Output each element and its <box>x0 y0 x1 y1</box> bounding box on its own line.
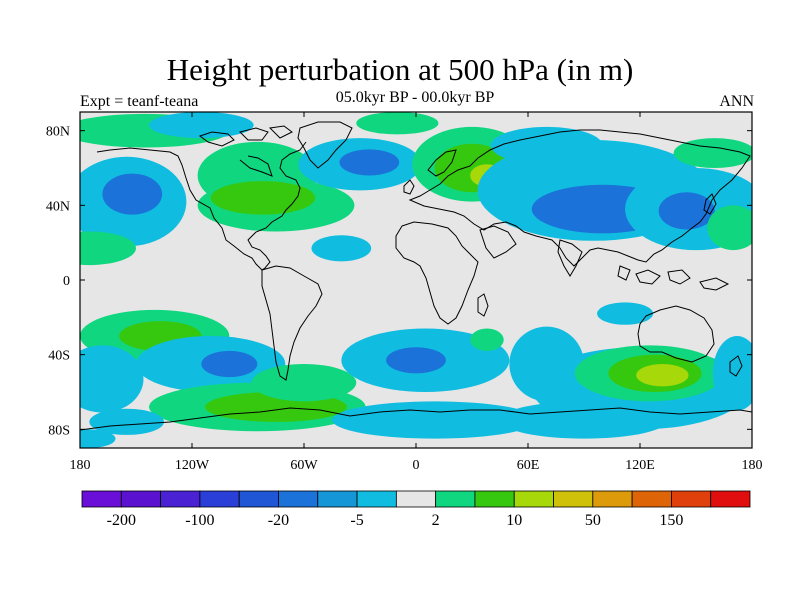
colorbar-swatch <box>356 490 397 508</box>
colorbar-swatch <box>317 490 358 508</box>
colorbar-swatch <box>435 490 476 508</box>
colorbar-swatch <box>395 490 437 508</box>
anomaly-region-41 <box>597 302 654 325</box>
anomaly-region-32 <box>386 347 446 374</box>
x-tick-label: 60E <box>517 458 540 473</box>
coastline-africa <box>395 221 479 325</box>
page-title: Height perturbation at 500 hPa (in m) <box>166 52 634 87</box>
anomaly-region-9 <box>339 149 400 176</box>
coastline-scandinavia <box>427 149 457 177</box>
anomaly-region-35 <box>332 401 538 439</box>
coastline-arctic-islands <box>198 125 293 147</box>
coastline-maritime-continent <box>617 265 730 291</box>
coastline-arabia <box>479 225 517 259</box>
x-tick-label: 180 <box>70 458 91 473</box>
y-tick-label: 80N <box>46 125 70 140</box>
colorbar-swatch <box>631 490 672 508</box>
coastline-greenland <box>297 121 353 169</box>
colorbar-label: 50 <box>585 512 601 529</box>
coastline-eurasia <box>408 129 751 267</box>
x-tick-label: 60W <box>290 458 318 473</box>
x-tick-label: 0 <box>413 458 420 473</box>
anomaly-region-10 <box>356 112 439 135</box>
colorbar-swatch <box>81 490 122 508</box>
colorbar-label: 2 <box>432 512 440 529</box>
anomaly-region-21 <box>311 235 372 262</box>
x-tick-label: 180 <box>742 458 763 473</box>
colorbar-swatch <box>120 490 161 508</box>
subtitle: 05.0kyr BP - 00.0kyr BP <box>335 89 495 106</box>
y-tick-label: 0 <box>63 274 70 289</box>
anomaly-region-26 <box>201 350 258 378</box>
anomaly-region-30 <box>89 408 164 435</box>
coastline-layer <box>80 121 752 431</box>
anomaly-region-43 <box>80 429 116 448</box>
season-label: ANN <box>719 93 754 110</box>
colorbar-swatch <box>160 490 201 508</box>
colorbar-swatch <box>278 490 319 508</box>
experiment-label: Expt = teanf-teana <box>80 93 199 110</box>
colorbar-label: -100 <box>185 512 214 529</box>
anomaly-region-40 <box>636 364 689 387</box>
coastline-madagascar <box>477 293 489 317</box>
colorbar-label: -20 <box>268 512 289 529</box>
anomaly-region-18 <box>658 192 715 230</box>
anomaly-region-2 <box>80 231 136 266</box>
anomaly-region-29 <box>251 364 357 402</box>
coastline-north-america <box>96 141 307 271</box>
anomaly-region-19 <box>673 138 752 168</box>
anomaly-region-4 <box>149 112 254 139</box>
anomaly-field-layer <box>80 112 752 448</box>
colorbar-swatch <box>592 490 633 508</box>
colorbar-swatch <box>710 490 751 508</box>
anomaly-region-33 <box>470 328 504 351</box>
colorbar-swatch <box>238 490 279 508</box>
coastline-hudson-bay <box>239 155 273 177</box>
anomaly-region-1 <box>102 173 163 215</box>
coastline-australia <box>637 305 715 363</box>
coastline-antarctica <box>80 407 752 431</box>
y-tick-label: 40N <box>46 199 70 214</box>
colorbar-label: -200 <box>107 512 136 529</box>
colorbar-swatch <box>474 490 515 508</box>
colorbar-swatch <box>553 490 594 508</box>
x-tick-label: 120W <box>175 458 210 473</box>
coastline-japan <box>703 193 717 215</box>
axis-ticks-layer: 180 120W 60W 0 60E 120E 180 80N 40N 0 40S 80S <box>46 112 763 473</box>
coastline-britain <box>403 179 415 195</box>
colorbar-label: -5 <box>350 512 363 529</box>
colorbar-swatch <box>199 490 240 508</box>
colorbar-label: 10 <box>506 512 522 529</box>
x-tick-label: 120E <box>625 458 655 473</box>
coastline-new-zealand <box>729 355 743 377</box>
coastline-south-america <box>261 265 323 381</box>
colorbar: -200 -100 -20 -5 2 10 50 150 <box>81 490 751 529</box>
coastline-india <box>557 239 583 277</box>
colorbar-label: 150 <box>659 512 683 529</box>
colorbar-swatch <box>513 490 554 508</box>
anomaly-region-24 <box>80 345 144 413</box>
anomaly-region-20 <box>707 205 752 251</box>
colorbar-swatch <box>671 490 712 508</box>
y-tick-label: 80S <box>48 423 70 438</box>
y-tick-label: 40S <box>48 349 70 364</box>
